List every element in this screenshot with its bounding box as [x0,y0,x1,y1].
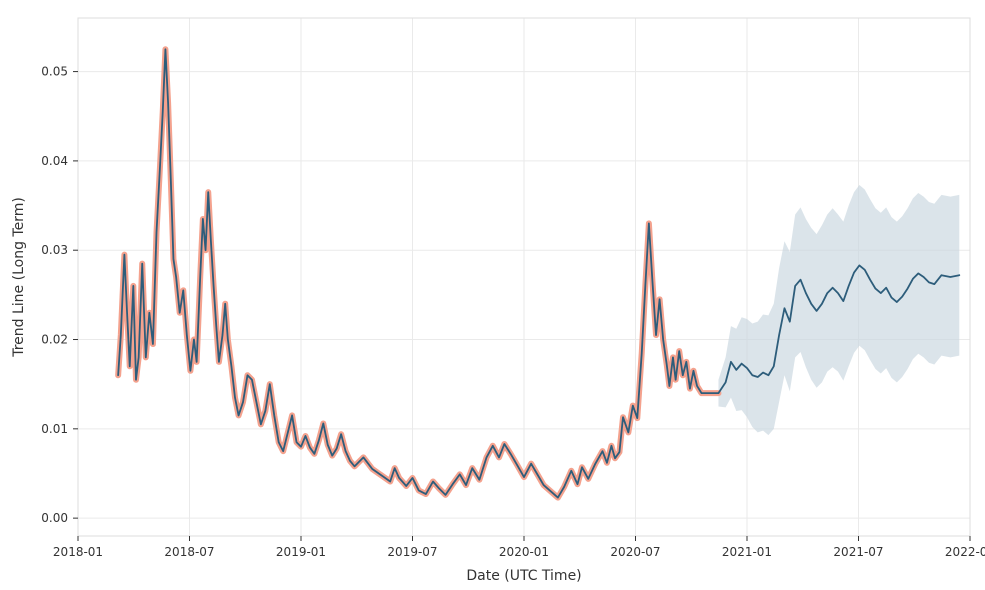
x-tick-label: 2019-01 [276,545,326,559]
x-tick-label: 2019-07 [387,545,437,559]
x-tick-label: 2020-01 [499,545,549,559]
y-tick-label: 0.03 [41,243,68,257]
y-tick-label: 0.00 [41,511,68,525]
chart-container: 2018-01 2018-07 2019-01 2019-07 2020-01 2020-… [0,0,985,590]
x-tick-label: 2018-01 [53,545,103,559]
x-tick-label: 2018-07 [164,545,214,559]
x-axis-label: Date (UTC Time) [466,568,581,584]
y-tick-label: 0.05 [41,65,68,79]
x-tick-label: 2022-01 [945,545,985,559]
y-tick-label: 0.04 [41,154,68,168]
chart-svg: 2018-01 2018-07 2019-01 2019-07 2020-01 2020-… [0,0,985,590]
x-tick-label: 2020-07 [610,545,660,559]
y-tick-label: 0.02 [41,333,68,347]
x-tick-label: 2021-01 [722,545,772,559]
y-axis-label: Trend Line (Long Term) [11,197,27,358]
x-tick-label: 2021-07 [833,545,883,559]
y-tick-label: 0.01 [41,422,68,436]
